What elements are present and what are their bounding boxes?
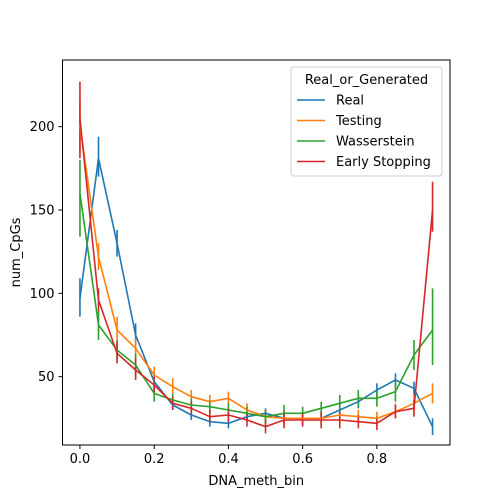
x-tick-label: 0.2 xyxy=(144,452,165,467)
x-axis-ticks: 0.0 0.2 0.4 0.6 0.8 xyxy=(70,445,388,467)
legend-label: Testing xyxy=(335,114,382,129)
series-lines xyxy=(79,118,434,428)
series-line-real xyxy=(79,157,434,428)
legend-title: Real_or_Generated xyxy=(305,73,428,88)
y-tick-label: 150 xyxy=(30,204,55,219)
series-line-early-stopping xyxy=(79,118,434,428)
legend: Real_or_Generated Real Testing Wasserstein… xyxy=(290,66,443,177)
legend-items: Real Testing Wasserstein Early Stopping xyxy=(297,94,431,170)
y-tick-label: 50 xyxy=(38,370,55,385)
axes-frame xyxy=(62,59,451,446)
legend-label: Real xyxy=(336,94,364,109)
x-tick-label: 0.8 xyxy=(367,452,388,467)
x-tick-label: 0.6 xyxy=(292,452,313,467)
x-tick-label: 0.0 xyxy=(70,452,91,467)
series-line-testing xyxy=(79,124,433,420)
series-line-wasserstein xyxy=(79,193,434,418)
legend-label: Wasserstein xyxy=(336,135,415,150)
legend-label: Early Stopping xyxy=(336,155,431,170)
y-tick-label: 200 xyxy=(30,120,55,135)
legend-box xyxy=(290,66,443,177)
y-axis-label: num_CpGs xyxy=(9,217,24,287)
y-tick-label: 100 xyxy=(30,287,55,302)
x-axis-label: DNA_meth_bin xyxy=(208,474,304,489)
x-tick-label: 0.4 xyxy=(218,452,239,467)
y-axis-ticks: 50 100 150 200 xyxy=(30,120,63,385)
